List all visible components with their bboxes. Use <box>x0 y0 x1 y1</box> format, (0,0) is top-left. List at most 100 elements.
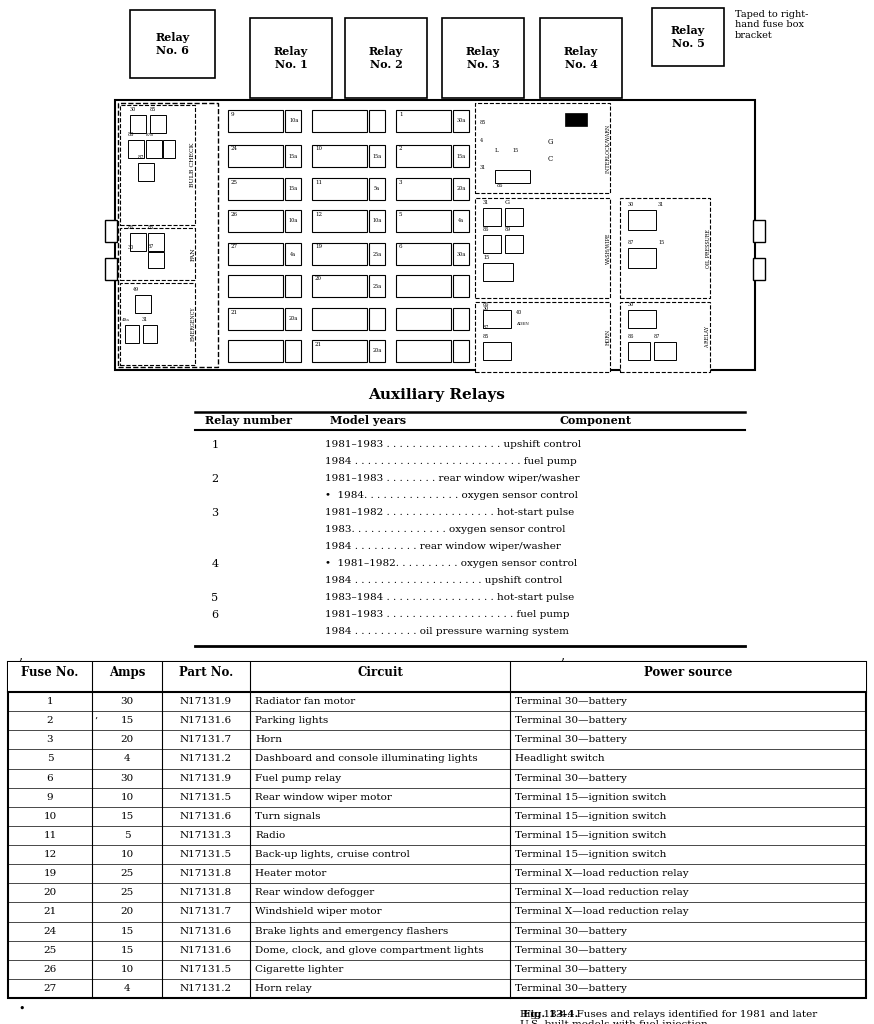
Text: 26: 26 <box>231 212 238 216</box>
Text: 2: 2 <box>212 474 218 484</box>
Bar <box>369 243 385 265</box>
Bar <box>120 105 195 225</box>
Bar <box>483 234 501 253</box>
Bar <box>540 18 622 98</box>
Bar <box>453 178 469 200</box>
Bar <box>285 340 301 362</box>
Text: N17131.6: N17131.6 <box>180 716 232 725</box>
Text: 86: 86 <box>128 132 135 137</box>
Bar <box>228 210 283 232</box>
Text: Terminal 15—ignition switch: Terminal 15—ignition switch <box>515 830 666 840</box>
Text: N17131.6: N17131.6 <box>180 927 232 936</box>
Text: 15: 15 <box>121 927 134 936</box>
Text: 21: 21 <box>231 309 238 314</box>
Text: 5a: 5a <box>374 186 380 191</box>
Text: N17131.6: N17131.6 <box>180 812 232 821</box>
Text: Fig. 13-4.: Fig. 13-4. <box>523 1010 579 1019</box>
Text: Dashboard and console illuminating lights: Dashboard and console illuminating light… <box>255 755 477 764</box>
Text: Model years: Model years <box>330 415 406 426</box>
Text: 4: 4 <box>212 559 218 569</box>
Text: 30: 30 <box>121 697 134 707</box>
Bar <box>312 145 367 167</box>
Text: HORN: HORN <box>606 329 611 345</box>
Text: Fuel pump relay: Fuel pump relay <box>255 773 341 782</box>
Bar <box>345 18 427 98</box>
Text: 20a: 20a <box>456 186 466 191</box>
Text: N17131.9: N17131.9 <box>180 697 232 707</box>
Bar <box>495 170 530 183</box>
Text: 20a: 20a <box>288 316 298 322</box>
Bar <box>475 103 610 193</box>
Text: 25: 25 <box>121 888 134 897</box>
Bar <box>620 198 710 298</box>
Text: 26: 26 <box>44 965 57 974</box>
Bar <box>442 18 524 98</box>
Text: 5: 5 <box>124 830 130 840</box>
Text: 15a: 15a <box>456 154 466 159</box>
Text: 87: 87 <box>483 325 489 330</box>
Text: 30: 30 <box>628 202 635 207</box>
Text: G: G <box>548 138 553 146</box>
Text: 21: 21 <box>44 907 57 916</box>
Text: 12: 12 <box>44 850 57 859</box>
Bar <box>135 295 151 313</box>
Bar <box>475 302 610 372</box>
Text: Relay
No. 4: Relay No. 4 <box>564 46 598 70</box>
Text: 49: 49 <box>133 287 139 292</box>
Text: 4: 4 <box>124 984 130 993</box>
Bar <box>652 8 724 66</box>
Bar <box>228 275 283 297</box>
Text: INTERLOCK/WARN: INTERLOCK/WARN <box>606 123 611 173</box>
Bar <box>369 145 385 167</box>
Text: WASH/WIPE: WASH/WIPE <box>606 232 611 264</box>
Bar <box>475 198 610 298</box>
Text: Terminal 15—ignition switch: Terminal 15—ignition switch <box>515 793 666 802</box>
Bar <box>118 103 218 367</box>
Text: 86: 86 <box>128 225 135 230</box>
Text: 6: 6 <box>46 773 53 782</box>
Text: 20: 20 <box>121 907 134 916</box>
Text: 25: 25 <box>231 179 238 184</box>
Bar <box>453 243 469 265</box>
Bar <box>228 243 283 265</box>
Text: 85: 85 <box>150 106 156 112</box>
Text: 4: 4 <box>124 755 130 764</box>
Bar <box>483 342 511 360</box>
Text: 6: 6 <box>399 245 403 250</box>
Text: Dome, clock, and glove compartment lights: Dome, clock, and glove compartment light… <box>255 946 483 954</box>
Text: 31: 31 <box>483 200 489 205</box>
Text: Relay number: Relay number <box>205 415 292 426</box>
Text: Terminal 30—battery: Terminal 30—battery <box>515 697 627 707</box>
Text: 1981–1983 . . . . . . . . rear window wiper/washer: 1981–1983 . . . . . . . . rear window wi… <box>325 474 579 483</box>
Bar <box>369 178 385 200</box>
Text: N17131.9: N17131.9 <box>180 773 232 782</box>
Text: N17131.7: N17131.7 <box>180 735 232 744</box>
Bar <box>115 100 755 370</box>
Bar <box>285 308 301 330</box>
Bar <box>453 308 469 330</box>
Text: N17131.6: N17131.6 <box>180 946 232 954</box>
Bar <box>146 140 162 158</box>
Bar <box>8 662 866 692</box>
Text: Turn signals: Turn signals <box>255 812 321 821</box>
Text: Terminal 30—battery: Terminal 30—battery <box>515 946 627 954</box>
Text: 40: 40 <box>516 310 523 315</box>
Text: 20: 20 <box>315 276 322 282</box>
Text: 1: 1 <box>212 440 218 450</box>
Text: 31: 31 <box>658 202 664 207</box>
Text: 25a: 25a <box>372 252 382 256</box>
Text: 31: 31 <box>480 165 486 170</box>
Text: Terminal X—load reduction relay: Terminal X—load reduction relay <box>515 907 689 916</box>
Text: 31: 31 <box>142 317 149 322</box>
Bar <box>369 110 385 132</box>
Text: Terminal 30—battery: Terminal 30—battery <box>515 735 627 744</box>
Text: 15a: 15a <box>372 154 382 159</box>
Text: •  1981–1982. . . . . . . . . . oxygen sensor control: • 1981–1982. . . . . . . . . . oxygen se… <box>325 559 577 568</box>
Text: 10: 10 <box>44 812 57 821</box>
Text: 1984 . . . . . . . . . . rear window wiper/washer: 1984 . . . . . . . . . . rear window wip… <box>325 542 561 551</box>
Text: Part No.: Part No. <box>179 666 233 679</box>
Text: 10: 10 <box>121 965 134 974</box>
Text: N17131.7: N17131.7 <box>180 907 232 916</box>
Text: 30: 30 <box>128 245 135 250</box>
Bar <box>105 258 117 280</box>
